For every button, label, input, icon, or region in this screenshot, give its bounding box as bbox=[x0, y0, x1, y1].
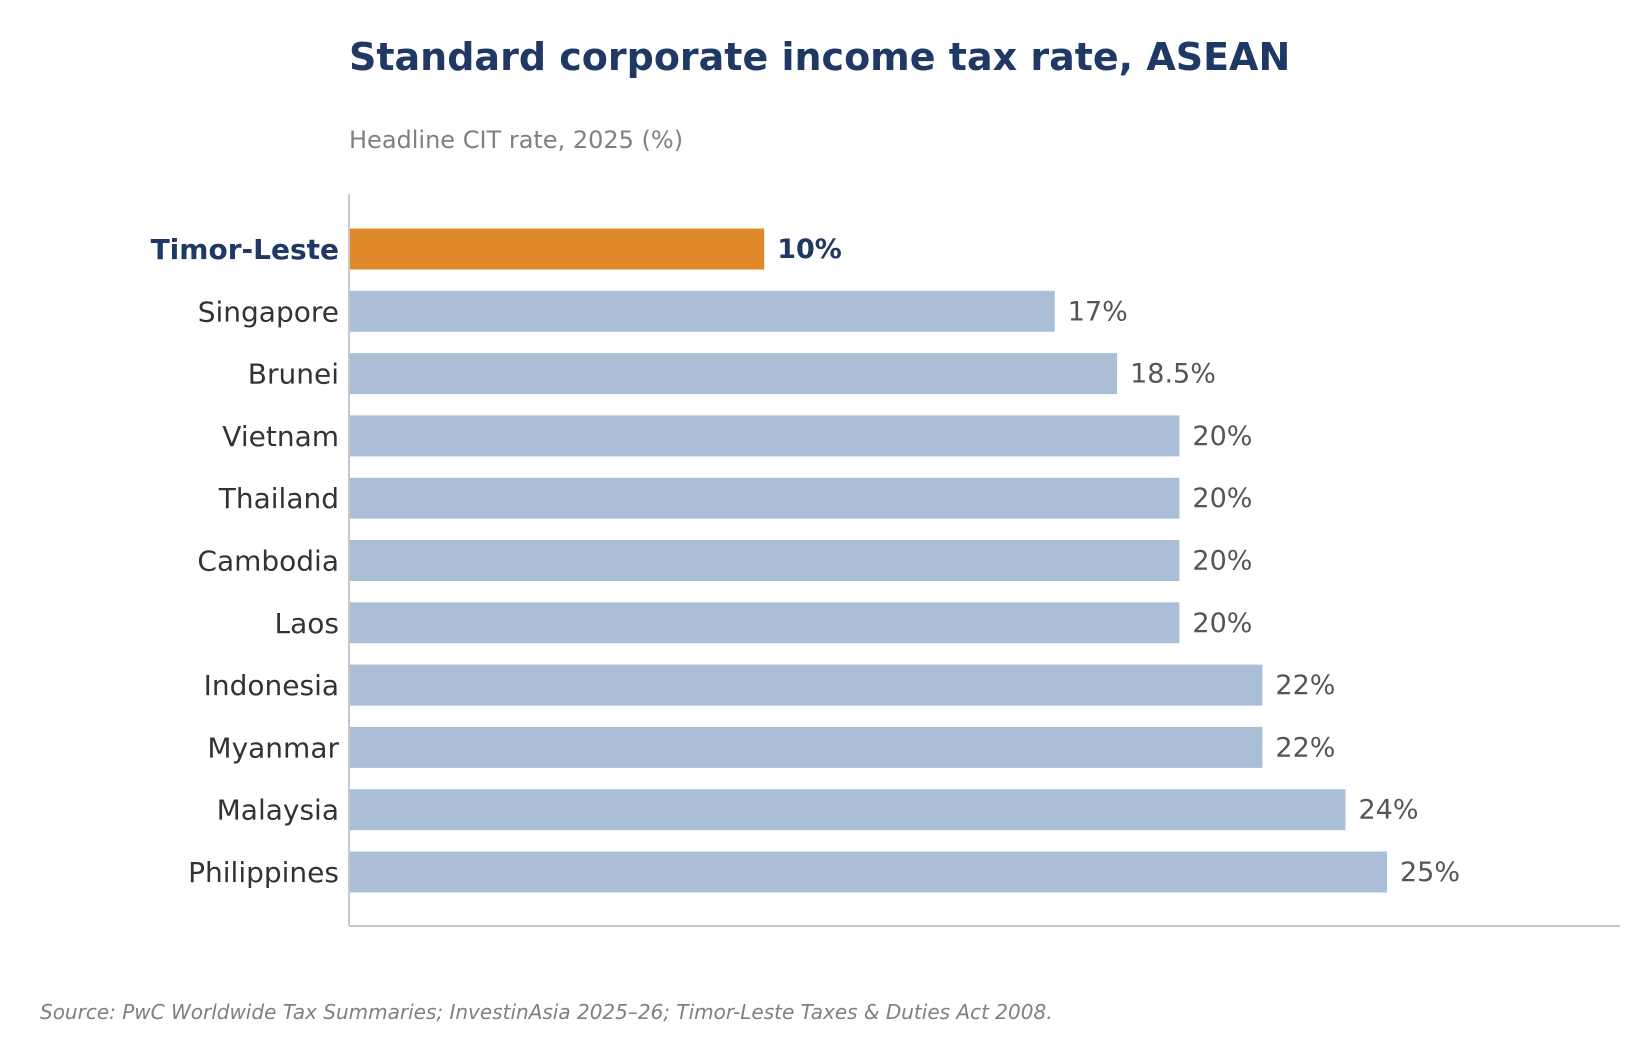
category-label: Malaysia bbox=[217, 794, 339, 827]
bar-myanmar bbox=[349, 726, 1263, 768]
bar-singapore bbox=[349, 290, 1055, 332]
value-label: 22% bbox=[1275, 732, 1335, 763]
bar-laos bbox=[349, 602, 1180, 644]
value-label: 18.5% bbox=[1130, 359, 1216, 390]
value-label: 24% bbox=[1359, 795, 1419, 826]
value-label: 20% bbox=[1192, 483, 1252, 514]
value-label: 25% bbox=[1400, 857, 1460, 888]
category-label: Myanmar bbox=[207, 731, 339, 764]
bar-cambodia bbox=[349, 540, 1180, 581]
category-label: Brunei bbox=[248, 358, 339, 391]
value-label: 20% bbox=[1192, 546, 1252, 577]
category-label: Philippines bbox=[188, 856, 339, 889]
category-label: Vietnam bbox=[222, 420, 339, 453]
category-label: Thailand bbox=[218, 482, 339, 515]
bar-indonesia bbox=[349, 664, 1263, 706]
bars-group: Timor-Leste 10% Singapore 17% Brunei 18.5% Vie… bbox=[151, 228, 1460, 893]
chart-subtitle: Headline CIT rate, 2025 (%) bbox=[349, 126, 683, 154]
bar-timor-leste bbox=[349, 228, 765, 270]
value-label: 22% bbox=[1275, 670, 1335, 701]
bar-vietnam bbox=[349, 415, 1180, 457]
chart-title: Standard corporate income tax rate, ASEA… bbox=[349, 35, 1290, 79]
category-label: Indonesia bbox=[204, 669, 339, 702]
value-label: 20% bbox=[1192, 608, 1252, 639]
source-note: Source: PwC Worldwide Tax Summaries; Inv… bbox=[40, 1000, 1053, 1024]
category-label: Singapore bbox=[198, 295, 339, 328]
category-label: Timor-Leste bbox=[151, 233, 339, 266]
category-label: Laos bbox=[275, 607, 339, 640]
bar-malaysia bbox=[349, 789, 1346, 831]
value-label: 20% bbox=[1192, 421, 1252, 452]
value-label: 17% bbox=[1068, 296, 1128, 327]
bar-brunei bbox=[349, 353, 1118, 395]
value-label: 10% bbox=[777, 234, 842, 265]
bar-philippines bbox=[349, 851, 1387, 893]
bar-thailand bbox=[349, 477, 1180, 519]
category-label: Cambodia bbox=[197, 545, 339, 578]
